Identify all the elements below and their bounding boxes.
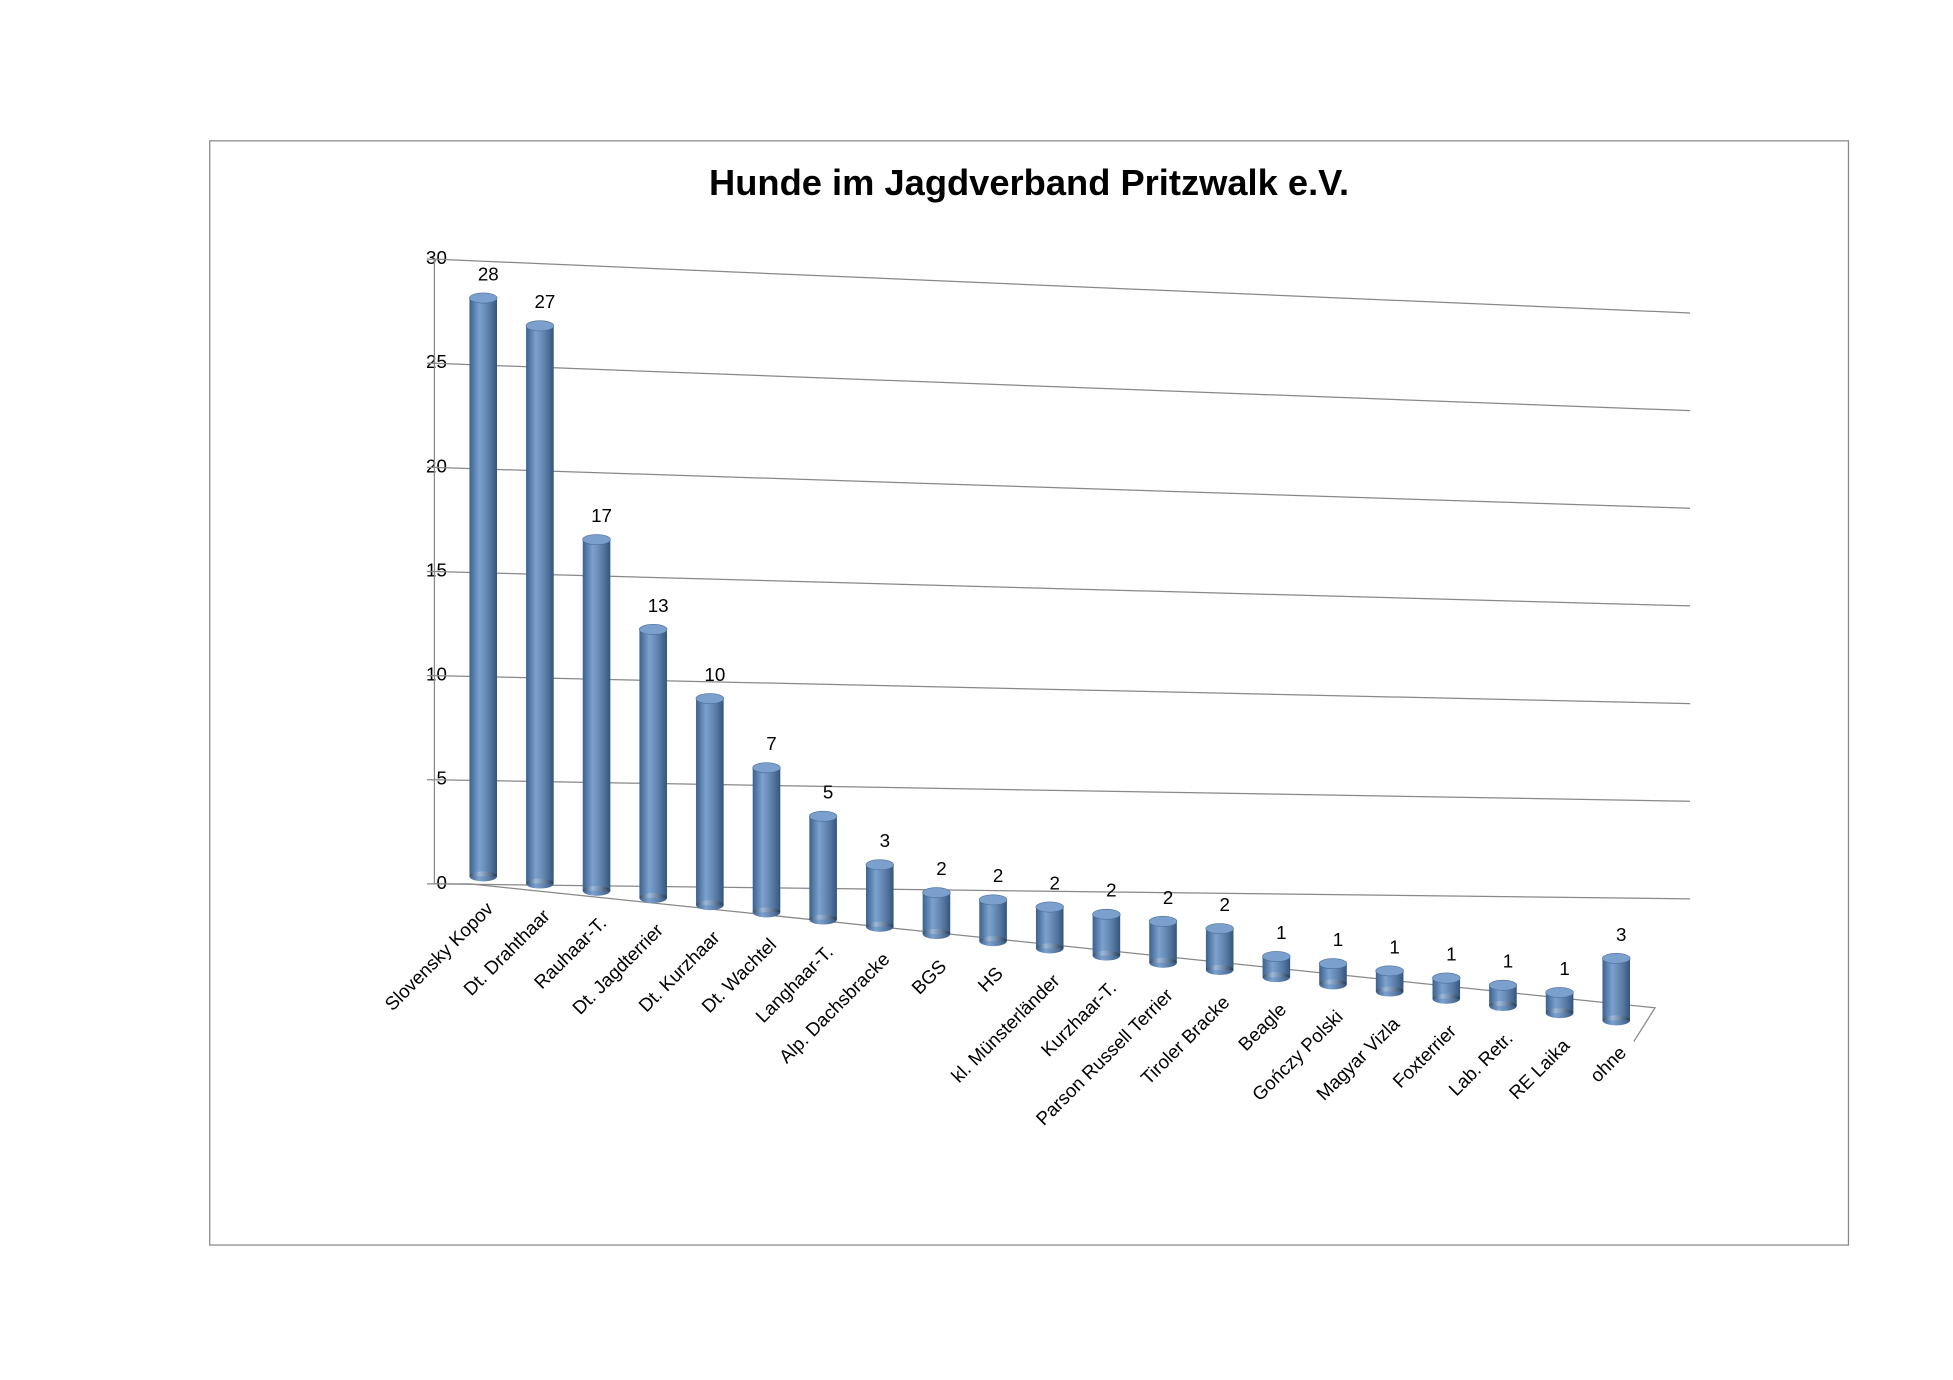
- data-label: 2: [1219, 894, 1229, 915]
- bar-shade: [1489, 985, 1517, 1006]
- data-label: 10: [704, 664, 725, 685]
- bar-shade: [1035, 907, 1064, 949]
- bar-top: [639, 624, 668, 635]
- data-label: 1: [1276, 922, 1286, 943]
- bar-top-highlight: [1375, 965, 1404, 976]
- bar-top: [525, 320, 555, 332]
- bar-top: [1432, 972, 1461, 984]
- bar-shade: [1602, 958, 1631, 1021]
- bar-shade: [1092, 914, 1121, 956]
- bar-top-highlight: [979, 894, 1007, 905]
- bar-shade: [1319, 963, 1347, 985]
- bar-top-highlight: [526, 320, 554, 331]
- bar-top-highlight: [1432, 973, 1461, 984]
- data-label: 2: [993, 865, 1003, 886]
- bar-top-highlight: [1149, 916, 1177, 927]
- chart-title: Hunde im Jagdverband Pritzwalk e.V.: [709, 162, 1349, 203]
- y-tick-label: 20: [426, 455, 447, 476]
- data-label: 2: [936, 858, 946, 879]
- bar-shade: [639, 629, 667, 898]
- data-label: 1: [1503, 951, 1513, 972]
- data-label: 1: [1389, 936, 1399, 957]
- bar-top-highlight: [1262, 951, 1291, 962]
- bar-top-highlight: [1489, 980, 1517, 991]
- bar-top: [1092, 908, 1121, 920]
- data-label: 1: [1559, 958, 1569, 979]
- bar-top-highlight: [582, 534, 611, 545]
- bar-top: [469, 292, 498, 304]
- bar-top: [865, 859, 894, 871]
- bar-top: [1318, 958, 1348, 970]
- grid-line: [434, 570, 1691, 607]
- bar-top: [922, 887, 951, 899]
- y-tick-label: 25: [426, 351, 447, 372]
- y-tick-label: 5: [436, 768, 446, 789]
- bar-top-highlight: [1319, 958, 1347, 969]
- bar-top: [1602, 952, 1631, 964]
- data-label: 3: [1616, 924, 1626, 945]
- bar-top: [1205, 923, 1234, 934]
- bar-top: [1148, 916, 1178, 927]
- bar-shade: [1375, 970, 1404, 992]
- bar-top-highlight: [1545, 987, 1574, 998]
- data-label: 5: [823, 782, 833, 803]
- bar-top-highlight: [1602, 953, 1631, 964]
- bar-top-highlight: [809, 811, 837, 822]
- grid-line: [434, 466, 1691, 509]
- data-label: 28: [478, 263, 499, 284]
- bar-top-highlight: [639, 624, 667, 635]
- grid-line: [434, 362, 1691, 412]
- bar-shade: [1262, 956, 1291, 978]
- bar-top-highlight: [1092, 909, 1121, 920]
- bar-top: [752, 762, 781, 774]
- data-label: 1: [1333, 929, 1343, 950]
- data-label: 13: [648, 595, 669, 616]
- bar-top: [978, 894, 1008, 906]
- bar-shade: [866, 864, 894, 927]
- bar-top: [1035, 901, 1064, 913]
- bar-top-highlight: [696, 693, 724, 704]
- bar-top: [582, 534, 611, 545]
- bar-top: [695, 693, 724, 704]
- data-label: 17: [591, 505, 612, 526]
- bar-top: [1488, 979, 1518, 991]
- bar-shade: [1545, 992, 1574, 1014]
- y-tick-label: 15: [426, 559, 447, 580]
- bar-top: [1375, 965, 1404, 977]
- bar-shade: [979, 899, 1007, 942]
- bar-top-highlight: [469, 292, 498, 303]
- bar-shade: [752, 767, 781, 913]
- bar-top-highlight: [1035, 902, 1064, 913]
- bar-shade: [922, 892, 951, 934]
- bar-shade: [696, 698, 724, 906]
- bar-shade: [469, 297, 498, 877]
- data-label: 2: [1106, 880, 1116, 901]
- y-tick-label: 30: [426, 247, 447, 268]
- data-label: 1: [1446, 943, 1456, 964]
- bar-top: [1545, 987, 1574, 998]
- y-tick-label: 0: [436, 872, 446, 893]
- data-label: 7: [766, 733, 776, 754]
- bar-shade: [1149, 921, 1177, 963]
- bar-shade: [582, 539, 611, 891]
- bar-top: [1262, 951, 1291, 962]
- bar-top-highlight: [866, 859, 894, 870]
- y-tick-label: 10: [426, 664, 447, 685]
- bar-top-highlight: [1205, 923, 1234, 934]
- bar-top-highlight: [922, 887, 951, 898]
- grid-line: [434, 258, 1691, 314]
- data-label: 27: [534, 291, 555, 312]
- bar-top-highlight: [752, 762, 781, 773]
- bar-top: [808, 810, 838, 822]
- data-label: 2: [1163, 887, 1173, 908]
- data-label: 2: [1050, 872, 1060, 893]
- data-label: 3: [880, 830, 890, 851]
- bar-shade: [1432, 978, 1461, 999]
- bar-shade: [809, 816, 837, 920]
- bar-shade: [1205, 928, 1234, 970]
- bar-shade: [526, 325, 554, 884]
